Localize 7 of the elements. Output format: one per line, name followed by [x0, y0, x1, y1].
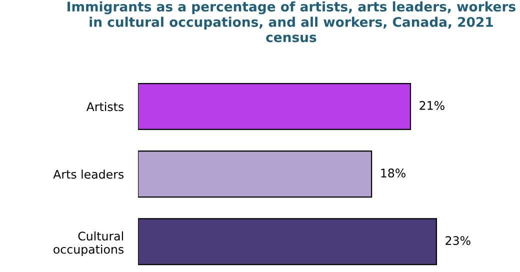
y-tick-label: Artists [86, 102, 124, 112]
y-tick-label: Cultural occupations [54, 231, 124, 256]
chart-title: Immigrants as a percentage of artists, arts leaders, workers in cultural occupations, and all workers, Canada, 2021 census [68, 1, 516, 42]
data-label: 23% [446, 236, 470, 246]
y-tick-label: Arts leaders [53, 170, 124, 179]
data-label: 21% [420, 101, 444, 110]
data-label: 18% [381, 168, 406, 178]
